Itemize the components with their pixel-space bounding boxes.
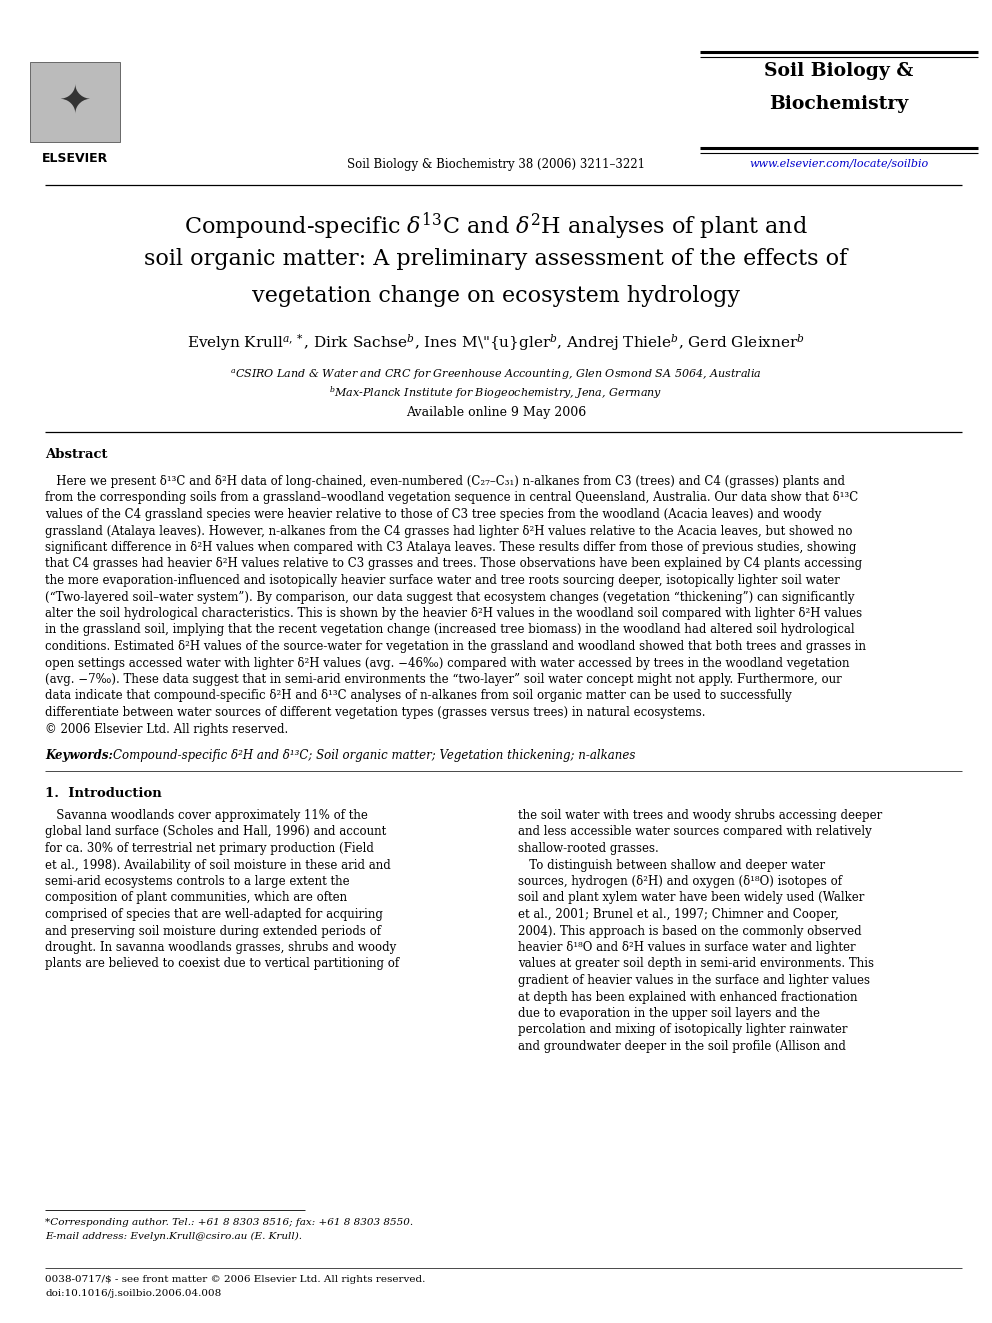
Text: and groundwater deeper in the soil profile (Allison and: and groundwater deeper in the soil profi… (519, 1040, 846, 1053)
Text: (“Two-layered soil–water system”). By comparison, our data suggest that ecosyste: (“Two-layered soil–water system”). By co… (45, 590, 854, 603)
Text: the soil water with trees and woody shrubs accessing deeper: the soil water with trees and woody shru… (519, 808, 883, 822)
Text: for ca. 30% of terrestrial net primary production (Field: for ca. 30% of terrestrial net primary p… (45, 841, 374, 855)
Text: shallow-rooted grasses.: shallow-rooted grasses. (519, 841, 660, 855)
Text: 0038-0717/$ - see front matter © 2006 Elsevier Ltd. All rights reserved.: 0038-0717/$ - see front matter © 2006 El… (45, 1275, 426, 1285)
Text: differentiate between water sources of different vegetation types (grasses versu: differentiate between water sources of d… (45, 706, 705, 718)
Text: Keywords:: Keywords: (45, 749, 117, 762)
Text: Abstract: Abstract (45, 448, 107, 460)
Text: semi-arid ecosystems controls to a large extent the: semi-arid ecosystems controls to a large… (45, 875, 349, 888)
Text: and preserving soil moisture during extended periods of: and preserving soil moisture during exte… (45, 925, 381, 938)
Text: Here we present δ¹³C and δ²H data of long-chained, even-numbered (C₂₇–C₃₁) n-alk: Here we present δ¹³C and δ²H data of lon… (45, 475, 845, 488)
Text: values of the C4 grassland species were heavier relative to those of C3 tree spe: values of the C4 grassland species were … (45, 508, 821, 521)
Text: at depth has been explained with enhanced fractionation: at depth has been explained with enhance… (519, 991, 858, 1004)
Text: Biochemistry: Biochemistry (770, 95, 909, 112)
Text: comprised of species that are well-adapted for acquiring: comprised of species that are well-adapt… (45, 908, 383, 921)
Text: global land surface (Scholes and Hall, 1996) and account: global land surface (Scholes and Hall, 1… (45, 826, 386, 839)
Text: from the corresponding soils from a grassland–woodland vegetation sequence in ce: from the corresponding soils from a gras… (45, 492, 858, 504)
Text: E-mail address: Evelyn.Krull@csiro.au (E. Krull).: E-mail address: Evelyn.Krull@csiro.au (E… (45, 1232, 302, 1241)
Text: Available online 9 May 2006: Available online 9 May 2006 (406, 406, 586, 419)
Text: *Corresponding author. Tel.: +61 8 8303 8516; fax: +61 8 8303 8550.: *Corresponding author. Tel.: +61 8 8303 … (45, 1218, 413, 1226)
Text: $^{b}$Max-Planck Institute for Biogeochemistry, Jena, Germany: $^{b}$Max-Planck Institute for Biogeoche… (329, 384, 663, 401)
Text: percolation and mixing of isotopically lighter rainwater: percolation and mixing of isotopically l… (519, 1024, 848, 1036)
Text: vegetation change on ecosystem hydrology: vegetation change on ecosystem hydrology (252, 284, 740, 307)
Text: alter the soil hydrological characteristics. This is shown by the heavier δ²H va: alter the soil hydrological characterist… (45, 607, 862, 620)
Text: Soil Biology &: Soil Biology & (765, 62, 914, 79)
Text: conditions. Estimated δ²H values of the source-water for vegetation in the grass: conditions. Estimated δ²H values of the … (45, 640, 866, 654)
Text: soil and plant xylem water have been widely used (Walker: soil and plant xylem water have been wid… (519, 892, 865, 905)
Text: 1.  Introduction: 1. Introduction (45, 787, 162, 800)
Text: $^{a}$CSIRO Land & Water and CRC for Greenhouse Accounting, Glen Osmond SA 5064,: $^{a}$CSIRO Land & Water and CRC for Gre… (230, 368, 762, 382)
Text: 2004). This approach is based on the commonly observed: 2004). This approach is based on the com… (519, 925, 862, 938)
Text: et al., 1998). Availability of soil moisture in these arid and: et al., 1998). Availability of soil mois… (45, 859, 391, 872)
Text: Evelyn Krull$^{a,*}$, Dirk Sachse$^{b}$, Ines M\"{u}gler$^{b}$, Andrej Thiele$^{: Evelyn Krull$^{a,*}$, Dirk Sachse$^{b}$,… (187, 332, 805, 353)
Text: ✦: ✦ (59, 83, 91, 120)
Text: © 2006 Elsevier Ltd. All rights reserved.: © 2006 Elsevier Ltd. All rights reserved… (45, 722, 289, 736)
Text: gradient of heavier values in the surface and lighter values: gradient of heavier values in the surfac… (519, 974, 871, 987)
Text: To distinguish between shallow and deeper water: To distinguish between shallow and deepe… (519, 859, 825, 872)
Text: grassland (Atalaya leaves). However, n-alkanes from the C4 grasses had lighter δ: grassland (Atalaya leaves). However, n-a… (45, 524, 852, 537)
Text: that C4 grasses had heavier δ²H values relative to C3 grasses and trees. Those o: that C4 grasses had heavier δ²H values r… (45, 557, 862, 570)
Text: www.elsevier.com/locate/soilbio: www.elsevier.com/locate/soilbio (749, 157, 929, 168)
Text: Soil Biology & Biochemistry 38 (2006) 3211–3221: Soil Biology & Biochemistry 38 (2006) 32… (347, 157, 645, 171)
Bar (30, 62, 120, 142)
Text: doi:10.1016/j.soilbio.2006.04.008: doi:10.1016/j.soilbio.2006.04.008 (45, 1289, 221, 1298)
Text: drought. In savanna woodlands grasses, shrubs and woody: drought. In savanna woodlands grasses, s… (45, 941, 396, 954)
Text: composition of plant communities, which are often: composition of plant communities, which … (45, 892, 347, 905)
Text: data indicate that compound-specific δ²H and δ¹³C analyses of n-alkanes from soi: data indicate that compound-specific δ²H… (45, 689, 792, 703)
Text: soil organic matter: A preliminary assessment of the effects of: soil organic matter: A preliminary asses… (145, 247, 847, 270)
Text: open settings accessed water with lighter δ²H values (avg. −46‰) compared with w: open settings accessed water with lighte… (45, 656, 849, 669)
Text: heavier δ¹⁸O and δ²H values in surface water and lighter: heavier δ¹⁸O and δ²H values in surface w… (519, 941, 856, 954)
Text: sources, hydrogen (δ²H) and oxygen (δ¹⁸O) isotopes of: sources, hydrogen (δ²H) and oxygen (δ¹⁸O… (519, 875, 842, 888)
Text: Savanna woodlands cover approximately 11% of the: Savanna woodlands cover approximately 11… (45, 808, 368, 822)
Text: Compound-specific $\delta^{13}$C and $\delta^{2}$H analyses of plant and: Compound-specific $\delta^{13}$C and $\d… (184, 210, 808, 242)
Text: and less accessible water sources compared with relatively: and less accessible water sources compar… (519, 826, 872, 839)
Text: due to evaporation in the upper soil layers and the: due to evaporation in the upper soil lay… (519, 1007, 820, 1020)
Text: plants are believed to coexist due to vertical partitioning of: plants are believed to coexist due to ve… (45, 958, 399, 971)
Text: (avg. −7‰). These data suggest that in semi-arid environments the “two-layer” so: (avg. −7‰). These data suggest that in s… (45, 673, 842, 687)
Text: values at greater soil depth in semi-arid environments. This: values at greater soil depth in semi-ari… (519, 958, 875, 971)
Text: significant difference in δ²H values when compared with C3 Atalaya leaves. These: significant difference in δ²H values whe… (45, 541, 856, 554)
Text: the more evaporation-influenced and isotopically heavier surface water and tree : the more evaporation-influenced and isot… (45, 574, 840, 587)
Text: Compound-specific δ²H and δ¹³C; Soil organic matter; Vegetation thickening; n-al: Compound-specific δ²H and δ¹³C; Soil org… (113, 749, 635, 762)
Text: in the grassland soil, implying that the recent vegetation change (increased tre: in the grassland soil, implying that the… (45, 623, 855, 636)
Text: ELSEVIER: ELSEVIER (42, 152, 108, 165)
Text: et al., 2001; Brunel et al., 1997; Chimner and Cooper,: et al., 2001; Brunel et al., 1997; Chimn… (519, 908, 839, 921)
